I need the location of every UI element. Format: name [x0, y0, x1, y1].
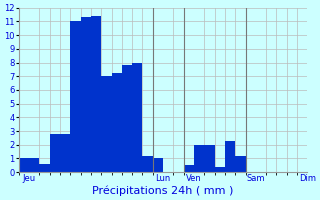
Bar — [235, 156, 245, 172]
Bar — [70, 21, 81, 172]
Bar — [81, 17, 91, 172]
Bar — [29, 158, 39, 172]
X-axis label: Précipitations 24h ( mm ): Précipitations 24h ( mm ) — [92, 185, 234, 196]
Bar — [122, 65, 132, 172]
Bar — [132, 62, 142, 172]
Bar — [225, 141, 235, 172]
Bar — [112, 73, 122, 172]
Bar — [184, 165, 194, 172]
Bar — [91, 16, 101, 172]
Bar — [19, 158, 29, 172]
Bar — [204, 145, 215, 172]
Bar — [194, 145, 204, 172]
Bar — [60, 134, 70, 172]
Bar — [101, 76, 112, 172]
Bar — [215, 167, 225, 172]
Bar — [39, 164, 50, 172]
Bar — [142, 156, 153, 172]
Bar — [153, 158, 163, 172]
Bar — [50, 134, 60, 172]
